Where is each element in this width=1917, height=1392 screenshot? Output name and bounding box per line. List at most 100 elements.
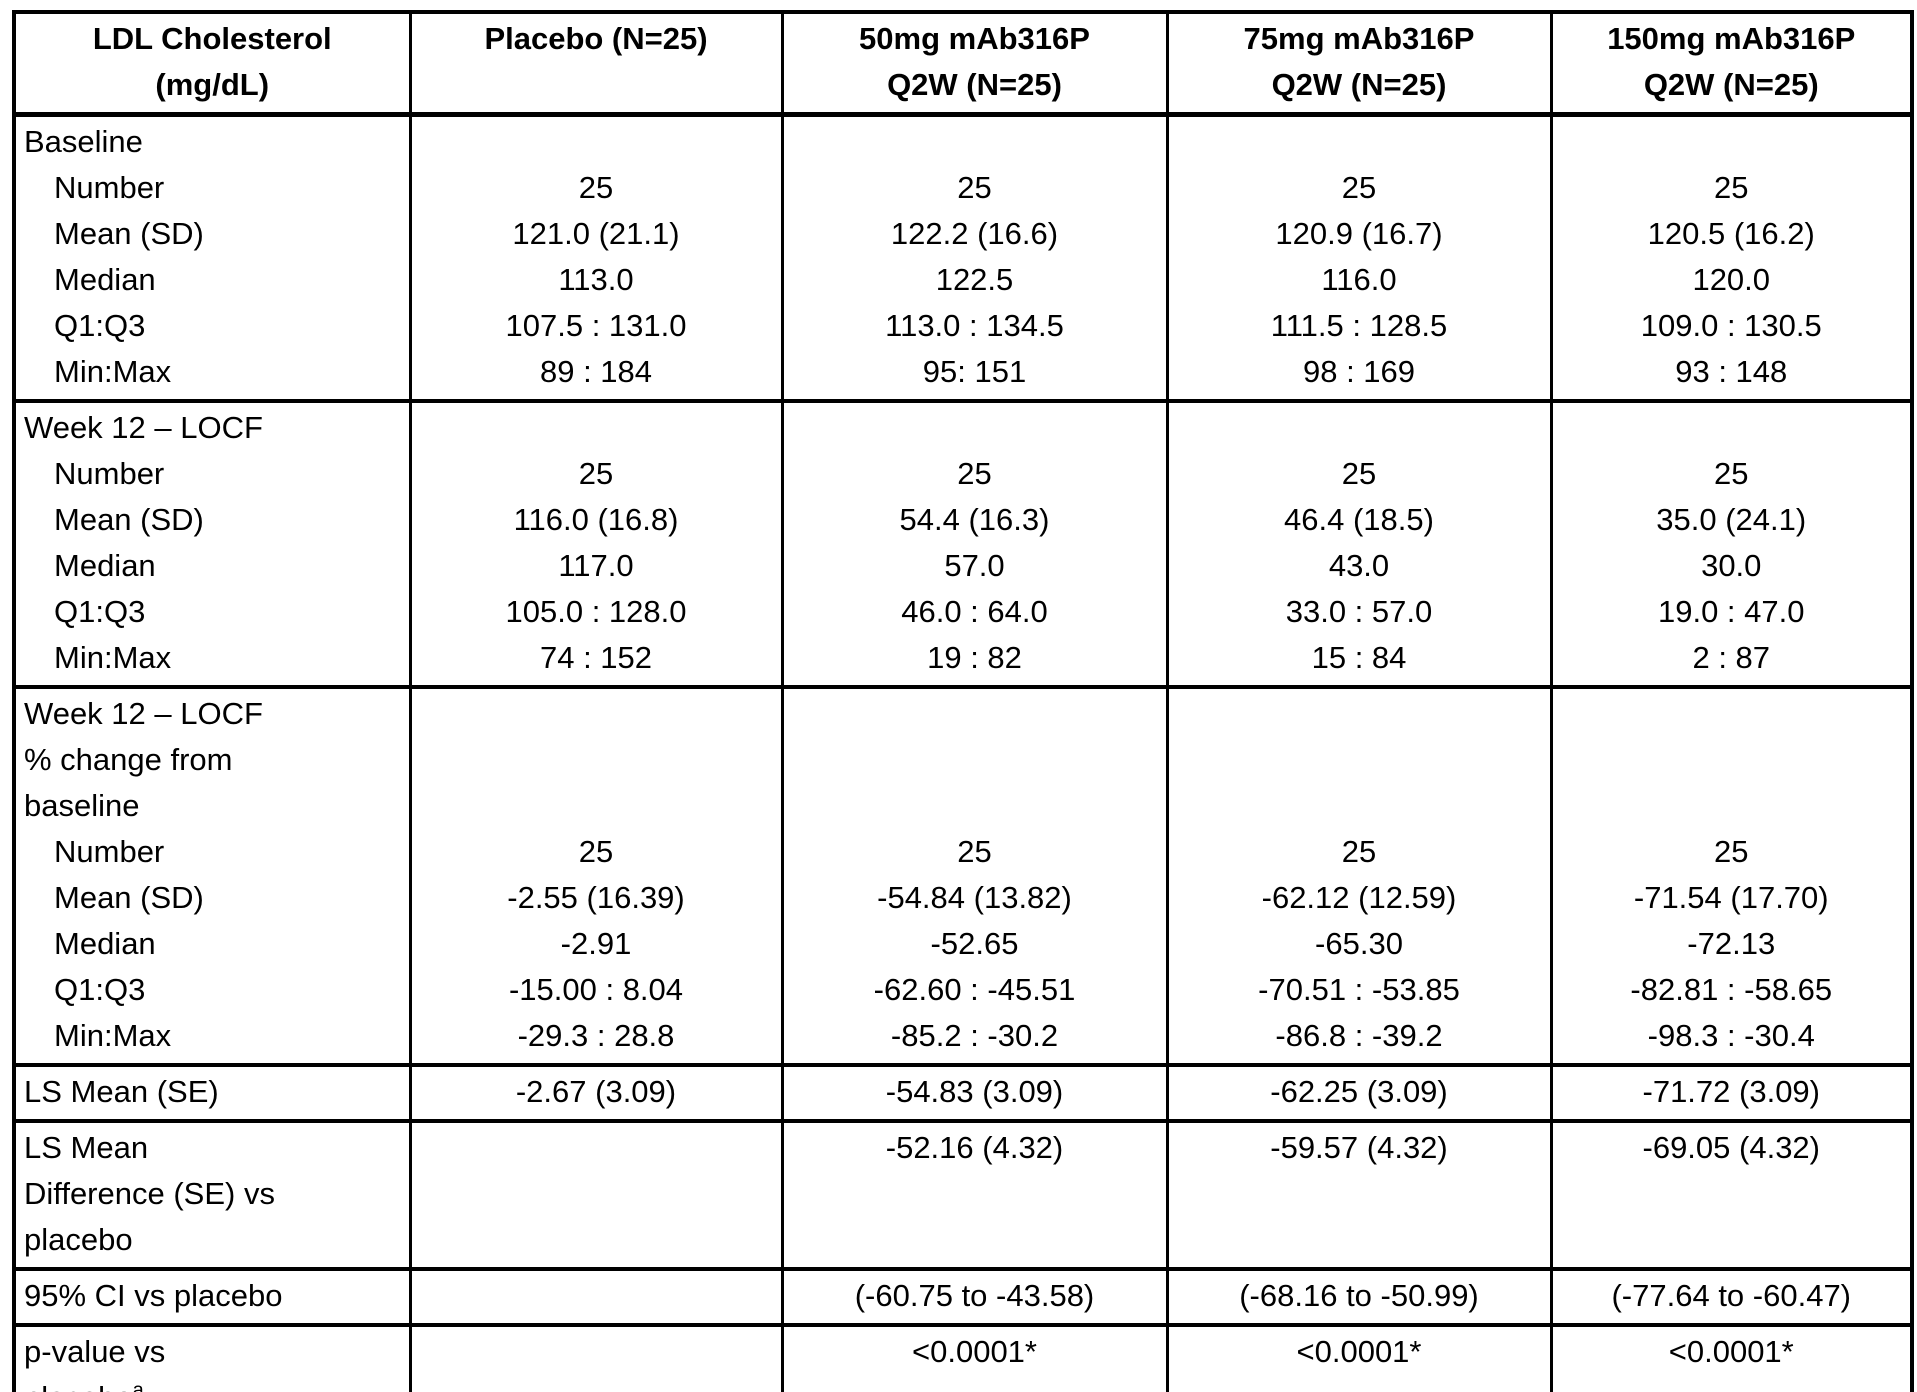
table-row-ls-mean-difference: LS Mean Difference (SE) vs placebo -52.1…	[12, 1119, 1914, 1271]
stat-value	[1177, 691, 1542, 737]
section-title: Week 12 – LOCF	[24, 696, 263, 731]
stat-value: -2.91	[560, 926, 632, 961]
row-label-cell: Baseline Number Mean (SD) Median Q1:Q3 M…	[12, 112, 412, 403]
stat-label: Mean (SD)	[54, 880, 204, 915]
value-cell-150mg: 25 35.0 (24.1) 30.0 19.0 : 47.0 2 : 87	[1549, 399, 1914, 689]
value-cell-placebo	[408, 1323, 784, 1392]
stat-label: Q1:Q3	[54, 972, 146, 1007]
stat-value: -54.83 (3.09)	[885, 1074, 1064, 1109]
stat-value: 122.2 (16.6)	[890, 216, 1059, 251]
value-cell-75mg: 25 -62.12 (12.59) -65.30 -70.51 : -53.85…	[1165, 685, 1553, 1067]
stat-label: Median	[54, 262, 156, 297]
stat-value: 89 : 184	[539, 354, 653, 389]
stat-value	[420, 119, 773, 165]
footnote-marker: a	[132, 1379, 144, 1392]
stat-value	[420, 1125, 773, 1171]
value-cell-150mg: <0.0001*	[1549, 1323, 1914, 1392]
stat-value	[1177, 737, 1542, 783]
header-line: Q2W (N=25)	[1271, 67, 1447, 102]
stat-label: placeboa	[24, 1375, 401, 1392]
header-line: Q2W (N=25)	[1643, 67, 1819, 102]
table-row-p-value: p-value vs placeboa <0.0001* <0.0001* <0…	[12, 1323, 1914, 1392]
row-label-cell: Week 12 – LOCF % change from baseline Nu…	[12, 685, 412, 1067]
header-line: 50mg mAb316P	[859, 21, 1090, 56]
stat-label: Number	[54, 834, 165, 869]
ldl-cholesterol-table: LDL Cholesterol (mg/dL) Placebo (N=25) 5…	[12, 10, 1914, 1392]
stat-value: 54.4 (16.3)	[899, 502, 1050, 537]
stat-value: 105.0 : 128.0	[505, 594, 687, 629]
stat-value: -65.30	[1315, 926, 1403, 961]
stat-value: -85.2 : -30.2	[890, 1018, 1059, 1053]
value-cell-placebo: -2.67 (3.09)	[408, 1063, 784, 1123]
stat-value: -69.05 (4.32)	[1642, 1130, 1821, 1165]
stat-value	[1561, 691, 1903, 737]
value-cell-50mg: <0.0001*	[780, 1323, 1169, 1392]
header-line: 75mg mAb316P	[1243, 21, 1475, 56]
stat-value: -86.8 : -39.2	[1275, 1018, 1443, 1053]
header-cell-ldl-cholesterol: LDL Cholesterol (mg/dL)	[12, 10, 412, 117]
value-cell-placebo: 25 116.0 (16.8) 117.0 105.0 : 128.0 74 :…	[408, 399, 784, 689]
stat-value	[1561, 783, 1903, 829]
row-label-cell: LS Mean Difference (SE) vs placebo	[12, 1119, 412, 1271]
stat-value: 98 : 169	[1302, 354, 1416, 389]
stat-value: 33.0 : 57.0	[1285, 594, 1433, 629]
stat-label: LS Mean	[24, 1130, 149, 1165]
stat-value: 120.5 (16.2)	[1647, 216, 1815, 251]
stat-value: -52.16 (4.32)	[885, 1130, 1064, 1165]
stat-value: 25	[1714, 170, 1749, 205]
stat-value: -62.60 : -45.51	[873, 972, 1076, 1007]
stat-value: 2 : 87	[1692, 640, 1771, 675]
stat-value: 107.5 : 131.0	[505, 308, 687, 343]
stat-value: 25	[1714, 456, 1749, 491]
stat-label: Median	[54, 548, 156, 583]
stat-value: -29.3 : 28.8	[517, 1018, 675, 1053]
stat-label: Mean (SD)	[54, 216, 204, 251]
header-line: (mg/dL)	[155, 67, 270, 102]
value-cell-150mg: 25 120.5 (16.2) 120.0 109.0 : 130.5 93 :…	[1549, 112, 1914, 403]
stat-value	[1177, 119, 1542, 165]
stat-value	[420, 1329, 773, 1375]
stat-value: 25	[1341, 170, 1377, 205]
stat-label: Q1:Q3	[54, 308, 146, 343]
stat-label: 95% CI vs placebo	[24, 1278, 283, 1313]
stat-value: 19 : 82	[927, 640, 1022, 675]
stat-value: -59.57 (4.32)	[1270, 1130, 1448, 1165]
header-cell-placebo: Placebo (N=25)	[408, 10, 784, 117]
stat-value: -2.55 (16.39)	[507, 880, 685, 915]
stat-value: (-77.64 to -60.47)	[1611, 1278, 1852, 1313]
stat-value	[1561, 405, 1903, 451]
table-header-row: LDL Cholesterol (mg/dL) Placebo (N=25) 5…	[12, 10, 1914, 117]
stat-value: -2.67 (3.09)	[515, 1074, 677, 1109]
stat-value	[792, 737, 1158, 783]
stat-value: 25	[1341, 456, 1377, 491]
table-row-week12-pct-change: Week 12 – LOCF % change from baseline Nu…	[12, 685, 1914, 1067]
stat-value	[420, 783, 773, 829]
stat-label: Number	[54, 456, 165, 491]
value-cell-placebo	[408, 1119, 784, 1271]
header-line: 150mg mAb316P	[1607, 21, 1856, 56]
value-cell-75mg: -59.57 (4.32)	[1165, 1119, 1553, 1271]
stat-value: 15 : 84	[1311, 640, 1407, 675]
value-cell-150mg: (-77.64 to -60.47)	[1549, 1267, 1914, 1327]
stat-value: 25	[957, 834, 992, 869]
row-label-cell: 95% CI vs placebo	[12, 1267, 412, 1327]
stat-value: 111.5 : 128.5	[1270, 308, 1448, 343]
value-cell-75mg: 25 46.4 (18.5) 43.0 33.0 : 57.0 15 : 84	[1165, 399, 1553, 689]
stat-value: 35.0 (24.1)	[1656, 502, 1807, 537]
value-cell-75mg: 25 120.9 (16.7) 116.0 111.5 : 128.5 98 :…	[1165, 112, 1553, 403]
stat-value: -70.51 : -53.85	[1258, 972, 1460, 1007]
value-cell-150mg: -69.05 (4.32)	[1549, 1119, 1914, 1271]
stat-value: 25	[578, 170, 614, 205]
stat-value	[1177, 783, 1542, 829]
stat-label: Mean (SD)	[54, 502, 204, 537]
stat-value: 116.0	[1321, 262, 1397, 297]
stat-value: 120.9 (16.7)	[1275, 216, 1443, 251]
value-cell-50mg: -52.16 (4.32)	[780, 1119, 1169, 1271]
stat-value: 113.0 : 134.5	[885, 308, 1064, 343]
stat-value: 46.4 (18.5)	[1284, 502, 1434, 537]
header-cell-75mg: 75mg mAb316P Q2W (N=25)	[1165, 10, 1553, 117]
stat-value	[420, 691, 773, 737]
stat-value	[1561, 737, 1903, 783]
stat-label: placebo	[24, 1222, 133, 1257]
